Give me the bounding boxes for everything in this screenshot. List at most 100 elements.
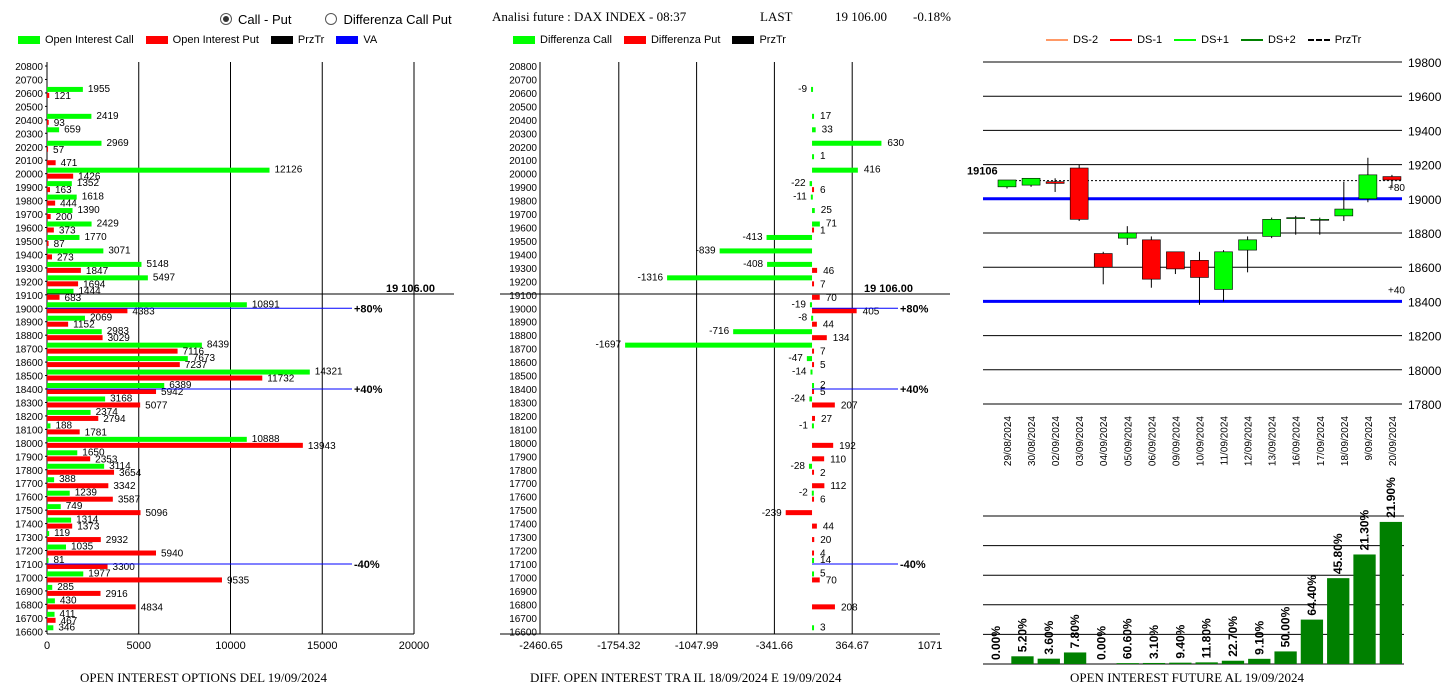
legend-label: DS-2 xyxy=(1073,34,1099,46)
diff-x-tick: -341.66 xyxy=(756,640,793,652)
legend-item-ds+2: DS+2 xyxy=(1240,34,1296,46)
radio-differenza[interactable]: Differenza Call Put xyxy=(325,12,452,27)
diff-va-label: +80% xyxy=(900,303,929,315)
diff-put-label: 110 xyxy=(830,454,846,465)
future-oi-bar-label: 7.80% xyxy=(1068,614,1082,648)
future-date-label: 06/09/2024 xyxy=(1147,416,1158,466)
oi-put-bar xyxy=(47,200,56,206)
oi-put-bar xyxy=(47,335,103,341)
oi-call-bar xyxy=(47,598,55,604)
oi-strike-label: 19600 xyxy=(15,224,43,235)
oi-call-label: 14321 xyxy=(315,367,343,378)
oi-call-label: 1314 xyxy=(76,515,99,526)
diff-strike-label: 18800 xyxy=(509,331,537,342)
radio-unselected-icon xyxy=(325,13,338,25)
oi-call-label: 430 xyxy=(60,595,77,606)
oi-call-bar xyxy=(47,261,142,267)
diff-put-bar xyxy=(812,415,816,421)
oi-put-label: 93 xyxy=(54,118,66,129)
diff-strike-label: 18500 xyxy=(509,372,537,383)
diff-put-bar xyxy=(785,510,813,516)
oi-put-bar xyxy=(47,469,115,475)
oi-put-label: 3029 xyxy=(108,333,131,344)
diff-put-label: 1 xyxy=(820,226,826,237)
diff-put-label: 7 xyxy=(820,279,826,290)
diff-strike-label: 19500 xyxy=(509,237,537,248)
oi-put-label: 5942 xyxy=(161,387,184,398)
legend-item-diff-put: Differenza Put xyxy=(623,34,720,46)
oi-call-label: 8439 xyxy=(207,340,230,351)
radio-call-put[interactable]: Call - Put xyxy=(220,12,291,27)
oi-call-label: 1770 xyxy=(84,232,107,243)
oi-put-bar xyxy=(47,590,101,596)
oi-call-label: 1390 xyxy=(78,205,101,216)
oi-put-bar xyxy=(47,187,50,193)
diff-call-label: 1 xyxy=(820,151,826,162)
diff-strike-label: 16800 xyxy=(509,600,537,611)
future-date-label: 16/09/2024 xyxy=(1292,416,1303,466)
diff-call-bar xyxy=(810,194,813,200)
future-date-label: 11/09/2024 xyxy=(1220,416,1231,466)
diff-put-label: -239 xyxy=(762,508,782,519)
diff-prztr-label: 19 106.00 xyxy=(864,283,913,295)
radio-label-call-put: Call - Put xyxy=(238,11,292,27)
oi-call-bar xyxy=(47,342,202,348)
legend-label: PrzTr xyxy=(297,34,325,46)
oi-put-label: 1847 xyxy=(86,266,109,277)
oi-call-label: 1239 xyxy=(75,488,98,499)
oi-strike-label: 18200 xyxy=(15,412,43,423)
oi-call-label: 2429 xyxy=(97,219,120,230)
future-oi-bar-label: 3.10% xyxy=(1147,625,1161,659)
oi-call-label: 1955 xyxy=(88,84,111,95)
diff-strike-label: 17400 xyxy=(509,520,537,531)
oi-call-label: 285 xyxy=(57,582,74,593)
oi-call-label: 5148 xyxy=(146,259,169,270)
future-candlestick-chart: 17800 18000 18200 18400 18600 18800 19000 19200… xyxy=(967,56,1442,665)
oi-strike-label: 16600 xyxy=(15,627,43,638)
oi-strike-label: 20300 xyxy=(15,129,43,140)
future-oi-bar xyxy=(1037,658,1060,664)
oi-put-label: 1152 xyxy=(73,320,95,331)
oi-put-label: 2916 xyxy=(106,589,129,600)
oi-put-label: 13943 xyxy=(308,441,336,452)
oi-put-bar xyxy=(47,577,222,583)
future-date-label: 18/09/2024 xyxy=(1340,416,1351,466)
diff-x-tick: -1047.99 xyxy=(675,640,718,652)
future-oi-bar xyxy=(1274,651,1297,664)
oi-call-label: 10888 xyxy=(252,434,280,445)
diff-call-label: -2 xyxy=(799,488,808,499)
diff-put-label: 207 xyxy=(841,400,858,411)
diff-strike-label: 17600 xyxy=(509,493,537,504)
oi-call-label: 3071 xyxy=(108,245,131,256)
oi-put-label: 2932 xyxy=(106,535,129,546)
oi-strike-label: 17500 xyxy=(15,506,43,517)
future-y-tick: 18200 xyxy=(1408,330,1442,344)
future-oi-bar-label: 21.30% xyxy=(1358,509,1372,550)
oi-put-bar xyxy=(47,402,141,408)
diff-call-bar xyxy=(667,275,813,281)
future-y-tick: 18400 xyxy=(1408,295,1442,309)
future-date-label: 17/09/2024 xyxy=(1316,416,1327,466)
oi-strike-label: 19000 xyxy=(15,304,43,315)
oi-put-bar xyxy=(47,456,91,462)
oi-call-label: 5497 xyxy=(153,272,176,283)
future-candle-body xyxy=(1069,167,1089,220)
oi-put-label: 1426 xyxy=(78,172,101,183)
legend-item-oi-put: Open Interest Put xyxy=(145,34,259,46)
diff-va-label: -40% xyxy=(900,559,926,571)
future-oi-bar-label: 60.60% xyxy=(1121,618,1135,659)
diff-call-label: -14 xyxy=(792,367,807,378)
diff-call-bar xyxy=(811,490,814,496)
diff-put-label: 5 xyxy=(820,387,826,398)
oi-call-label: 2069 xyxy=(90,313,113,324)
future-y-tick: 18800 xyxy=(1408,227,1442,241)
diff-put-label: 208 xyxy=(841,602,858,613)
future-oi-bar-label: 0.00% xyxy=(1094,626,1108,660)
oi-call-label: 2969 xyxy=(106,138,129,149)
oi-strike-label: 17700 xyxy=(15,479,43,490)
oi-strike-label: 20700 xyxy=(15,75,43,86)
oi-put-bar xyxy=(47,496,113,502)
future-ds-label: +40 xyxy=(1388,285,1405,296)
diff-call-label: -716 xyxy=(709,326,729,337)
diff-strike-label: 20500 xyxy=(509,102,537,113)
